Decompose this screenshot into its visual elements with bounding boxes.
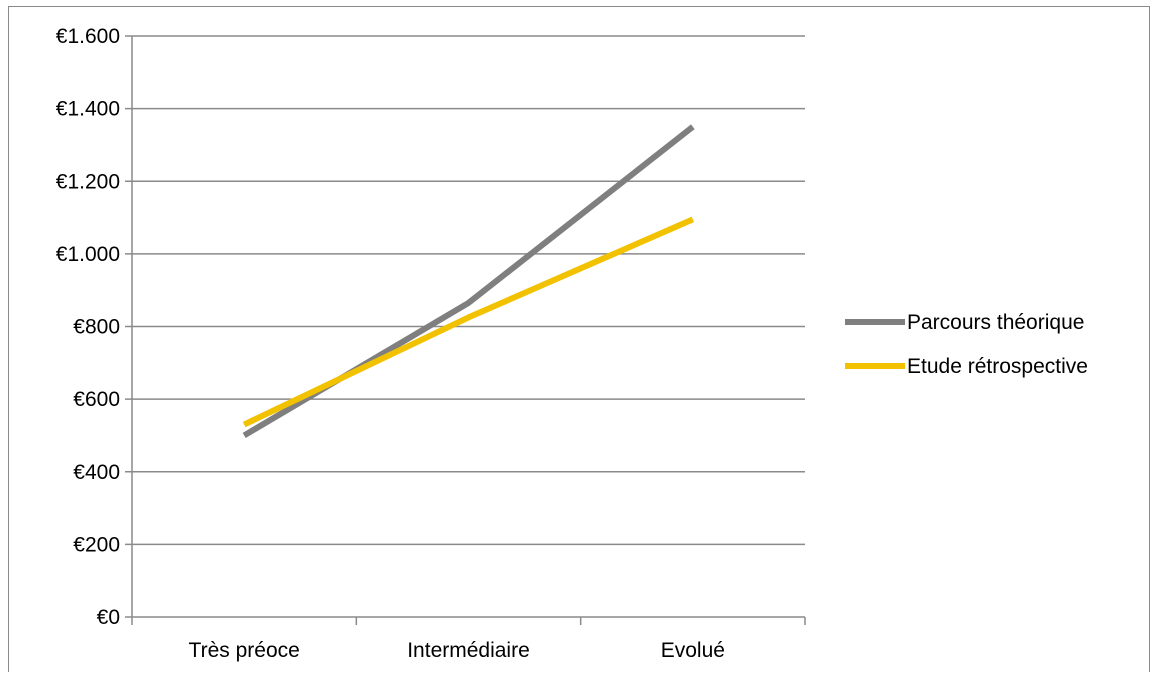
axes [125,35,806,625]
x-tick-labels: Très préoce Intermédiaire Evolué [189,639,725,662]
x-tick-label: Très préoce [189,639,300,662]
y-tick-labels: €0 €200 €400 €600 €800 €1.000 €1.200 €1.400 €1.6… [56,25,120,629]
y-tick-label: €600 [73,388,120,411]
y-tick-label: €400 [73,461,120,484]
y-tick-label: €200 [73,533,120,556]
y-tick-label: €1.200 [56,170,120,193]
y-tick-label: €1.400 [56,98,120,121]
series-lines [242,124,695,439]
y-tick-label: €800 [73,316,120,339]
x-tick-label: Intermédiaire [407,639,530,662]
series-line-2 [242,216,695,428]
gridlines [132,35,805,546]
y-tick-label: €0 [97,606,120,629]
y-tick-label: €1.000 [56,243,120,266]
legend: Parcours théorique Etude rétrospective [845,311,1088,378]
x-tick-label: Evolué [661,639,725,662]
legend-label: Etude rétrospective [907,355,1088,378]
y-tick-label: €1.600 [56,25,120,48]
chart-frame [8,6,1150,672]
legend-label: Parcours théorique [907,311,1084,334]
